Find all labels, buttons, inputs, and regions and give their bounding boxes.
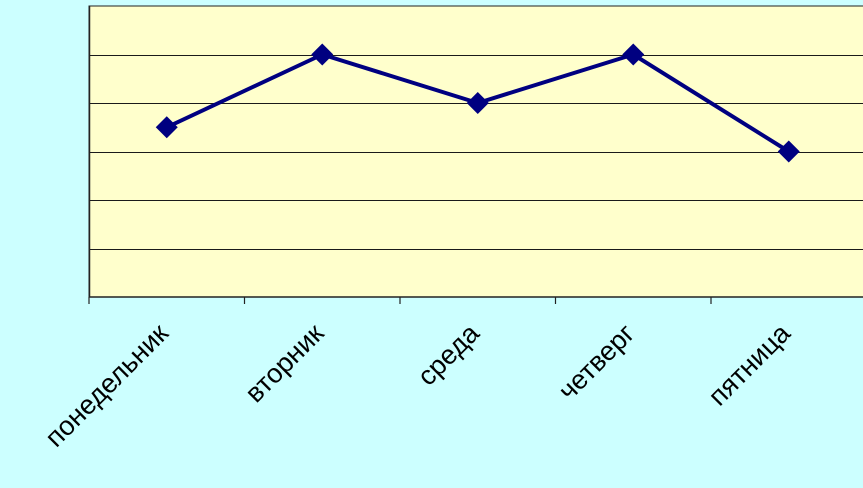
plot-area-background	[88, 5, 863, 298]
data-point-вторник	[311, 43, 334, 66]
data-point-пятница	[777, 140, 800, 163]
data-point-среда	[466, 92, 489, 114]
data-point-понедельник	[155, 116, 178, 139]
data-point-четверг	[622, 43, 645, 66]
